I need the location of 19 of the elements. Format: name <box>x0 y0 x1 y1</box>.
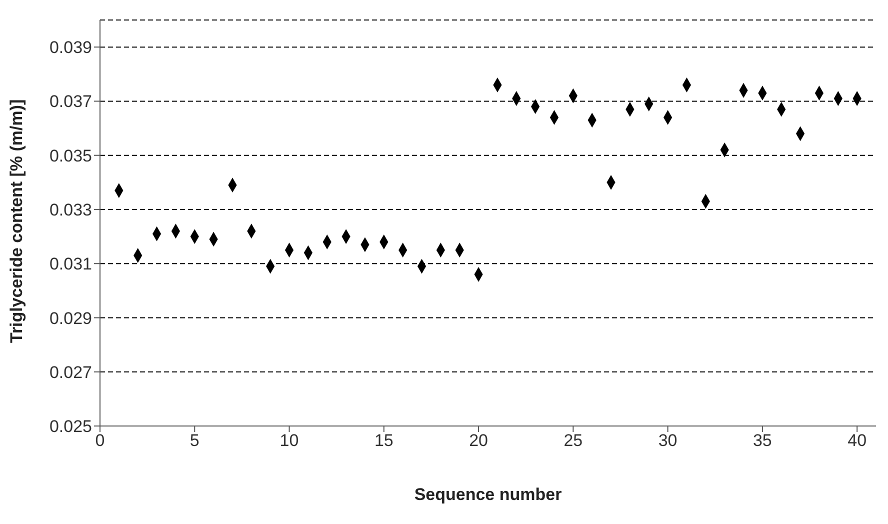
y-tick-label: 0.027 <box>49 362 92 382</box>
y-tick-label: 0.035 <box>49 146 92 166</box>
x-tick-label: 25 <box>564 431 583 450</box>
y-tick-label: 0.029 <box>49 308 92 328</box>
x-tick-label: 30 <box>658 431 678 450</box>
y-tick-label: 0.025 <box>49 417 92 436</box>
x-axis-title: Sequence number <box>414 485 562 504</box>
y-tick-label: 0.039 <box>49 38 92 58</box>
x-tick-label: 40 <box>848 431 867 450</box>
x-tick-label: 0 <box>95 431 105 450</box>
x-tick-label: 10 <box>280 431 299 450</box>
x-tick-label: 15 <box>374 431 394 450</box>
y-tick-label: 0.037 <box>49 92 92 112</box>
y-tick-label: 0.033 <box>49 200 92 220</box>
x-tick-label: 5 <box>190 431 200 450</box>
y-tick-label: 0.031 <box>49 254 92 274</box>
x-tick-label: 20 <box>469 431 488 450</box>
x-tick-label: 35 <box>752 431 772 450</box>
y-axis-title: Triglyceride content [% (m/m)] <box>7 99 26 343</box>
